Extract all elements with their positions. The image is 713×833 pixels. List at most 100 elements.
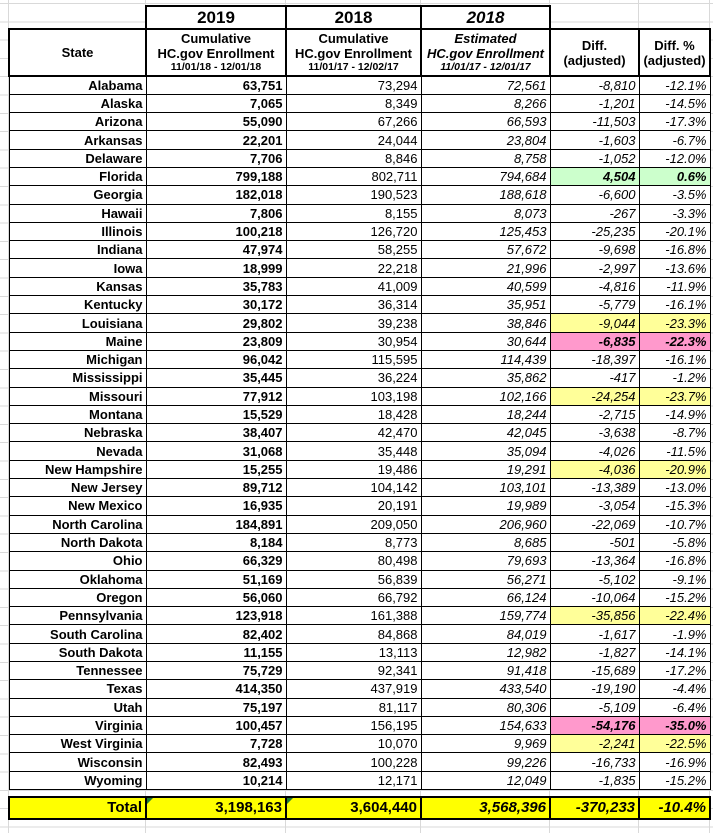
cell-2018-enrollment[interactable]: 36,314 xyxy=(285,295,422,315)
cell-2019-enrollment[interactable]: 22,201 xyxy=(145,130,287,150)
cell-diff-pct[interactable]: -11.5% xyxy=(638,441,711,461)
cell-2019-enrollment[interactable]: 30,172 xyxy=(145,295,287,315)
cell-state[interactable]: West Virginia xyxy=(8,734,147,754)
cell-diff-pct[interactable]: -13.0% xyxy=(638,478,711,498)
cell-2019-enrollment[interactable]: 11,155 xyxy=(145,642,287,663)
cell-2018-estimated[interactable]: 154,633 xyxy=(420,715,551,736)
cell-state[interactable]: Maine xyxy=(8,331,147,351)
cell-state[interactable]: Oklahoma xyxy=(8,569,147,589)
cell-2019-enrollment[interactable]: 23,809 xyxy=(145,331,287,351)
cell-2018-enrollment[interactable]: 56,839 xyxy=(285,569,422,589)
total-diff-pct-cell[interactable]: -10.4% xyxy=(638,795,711,820)
cell-state[interactable]: New Jersey xyxy=(8,478,147,498)
column-header-diff-pct[interactable]: Diff. % (adjusted) xyxy=(638,28,711,77)
year-header-2019[interactable]: 2019 xyxy=(145,5,287,30)
cell-diff[interactable]: -1,052 xyxy=(549,148,640,168)
cell-2018-enrollment[interactable]: 66,792 xyxy=(285,587,422,608)
cell-state[interactable]: Nevada xyxy=(8,441,147,461)
cell-2018-enrollment[interactable]: 437,919 xyxy=(285,679,422,699)
cell-2018-estimated[interactable]: 80,306 xyxy=(420,697,551,717)
total-label-cell[interactable]: Total xyxy=(8,795,147,820)
cell-diff-pct[interactable]: -15.3% xyxy=(638,496,711,516)
cell-diff[interactable]: -22,069 xyxy=(549,514,640,534)
cell-2019-enrollment[interactable]: 75,729 xyxy=(145,660,287,681)
cell-2018-estimated[interactable]: 66,593 xyxy=(420,112,551,132)
cell-diff-pct[interactable]: -22.3% xyxy=(638,331,711,351)
cell-2018-enrollment[interactable]: 10,070 xyxy=(285,734,422,754)
cell-2018-estimated[interactable]: 18,244 xyxy=(420,404,551,425)
cell-state[interactable]: Arizona xyxy=(8,112,147,132)
cell-2018-enrollment[interactable]: 12,171 xyxy=(285,770,422,791)
cell-state[interactable]: Alabama xyxy=(8,75,147,95)
cell-state[interactable]: Arkansas xyxy=(8,130,147,150)
cell-2018-estimated[interactable]: 35,094 xyxy=(420,441,551,461)
cell-diff[interactable]: -3,638 xyxy=(549,423,640,443)
cell-diff-pct[interactable]: 0.6% xyxy=(638,166,711,187)
cell-2018-estimated[interactable]: 56,271 xyxy=(420,569,551,589)
cell-diff[interactable]: -24,254 xyxy=(549,386,640,406)
cell-diff[interactable]: -9,044 xyxy=(549,313,640,333)
cell-diff-pct[interactable]: -12.0% xyxy=(638,148,711,168)
cell-diff-pct[interactable]: -20.9% xyxy=(638,459,711,480)
cell-2019-enrollment[interactable]: 182,018 xyxy=(145,185,287,205)
cell-diff[interactable]: -5,109 xyxy=(549,697,640,717)
cell-2018-estimated[interactable]: 84,019 xyxy=(420,624,551,644)
cell-state[interactable]: New Mexico xyxy=(8,496,147,516)
cell-2019-enrollment[interactable]: 38,407 xyxy=(145,423,287,443)
cell-diff-pct[interactable]: -13.6% xyxy=(638,258,711,278)
cell-diff[interactable]: -501 xyxy=(549,532,640,553)
cell-2018-enrollment[interactable]: 18,428 xyxy=(285,404,422,425)
cell-2018-estimated[interactable]: 79,693 xyxy=(420,551,551,571)
cell-2018-estimated[interactable]: 206,960 xyxy=(420,514,551,534)
cell-state[interactable]: Michigan xyxy=(8,349,147,370)
column-header-state[interactable]: State xyxy=(8,28,147,77)
cell-2018-enrollment[interactable]: 13,113 xyxy=(285,642,422,663)
cell-2018-enrollment[interactable]: 24,044 xyxy=(285,130,422,150)
cell-2019-enrollment[interactable]: 7,065 xyxy=(145,93,287,114)
cell-2018-estimated[interactable]: 8,073 xyxy=(420,203,551,223)
cell-diff[interactable]: -18,397 xyxy=(549,349,640,370)
cell-2018-estimated[interactable]: 19,989 xyxy=(420,496,551,516)
cell-2019-enrollment[interactable]: 10,214 xyxy=(145,770,287,791)
cell-diff[interactable]: -19,190 xyxy=(549,679,640,699)
cell-2018-estimated[interactable]: 8,758 xyxy=(420,148,551,168)
cell-state[interactable]: Montana xyxy=(8,404,147,425)
cell-state[interactable]: Kansas xyxy=(8,276,147,297)
cell-2018-enrollment[interactable]: 39,238 xyxy=(285,313,422,333)
cell-2019-enrollment[interactable]: 31,068 xyxy=(145,441,287,461)
column-header-2018-estimated[interactable]: Estimated HC.gov Enrollment 11/01/17 - 1… xyxy=(420,28,551,77)
cell-2018-enrollment[interactable]: 8,155 xyxy=(285,203,422,223)
cell-2018-estimated[interactable]: 19,291 xyxy=(420,459,551,480)
cell-2018-enrollment[interactable]: 67,266 xyxy=(285,112,422,132)
cell-diff[interactable]: -2,241 xyxy=(549,734,640,754)
cell-2018-enrollment[interactable]: 80,498 xyxy=(285,551,422,571)
cell-state[interactable]: Oregon xyxy=(8,587,147,608)
cell-2018-enrollment[interactable]: 41,009 xyxy=(285,276,422,297)
cell-state[interactable]: New Hampshire xyxy=(8,459,147,480)
cell-2019-enrollment[interactable]: 96,042 xyxy=(145,349,287,370)
cell-state[interactable]: Illinois xyxy=(8,221,147,242)
cell-2018-estimated[interactable]: 38,846 xyxy=(420,313,551,333)
cell-2019-enrollment[interactable]: 29,802 xyxy=(145,313,287,333)
cell-2018-enrollment[interactable]: 73,294 xyxy=(285,75,422,95)
cell-diff-pct[interactable]: -17.3% xyxy=(638,112,711,132)
cell-state[interactable]: South Carolina xyxy=(8,624,147,644)
cell-2018-estimated[interactable]: 35,951 xyxy=(420,295,551,315)
cell-diff-pct[interactable]: -6.7% xyxy=(638,130,711,150)
cell-diff[interactable]: -16,733 xyxy=(549,752,640,772)
cell-2018-estimated[interactable]: 12,982 xyxy=(420,642,551,663)
cell-diff-pct[interactable]: -11.9% xyxy=(638,276,711,297)
cell-diff-pct[interactable]: -16.8% xyxy=(638,240,711,260)
cell-2018-enrollment[interactable]: 802,711 xyxy=(285,166,422,187)
cell-2018-estimated[interactable]: 12,049 xyxy=(420,770,551,791)
cell-state[interactable]: Hawaii xyxy=(8,203,147,223)
cell-2018-estimated[interactable]: 99,226 xyxy=(420,752,551,772)
cell-2018-estimated[interactable]: 72,561 xyxy=(420,75,551,95)
cell-2019-enrollment[interactable]: 66,329 xyxy=(145,551,287,571)
cell-2019-enrollment[interactable]: 100,457 xyxy=(145,715,287,736)
cell-state[interactable]: North Carolina xyxy=(8,514,147,534)
cell-2018-estimated[interactable]: 30,644 xyxy=(420,331,551,351)
cell-diff[interactable]: -35,856 xyxy=(549,606,640,626)
cell-state[interactable]: Louisiana xyxy=(8,313,147,333)
cell-2018-estimated[interactable]: 8,266 xyxy=(420,93,551,114)
